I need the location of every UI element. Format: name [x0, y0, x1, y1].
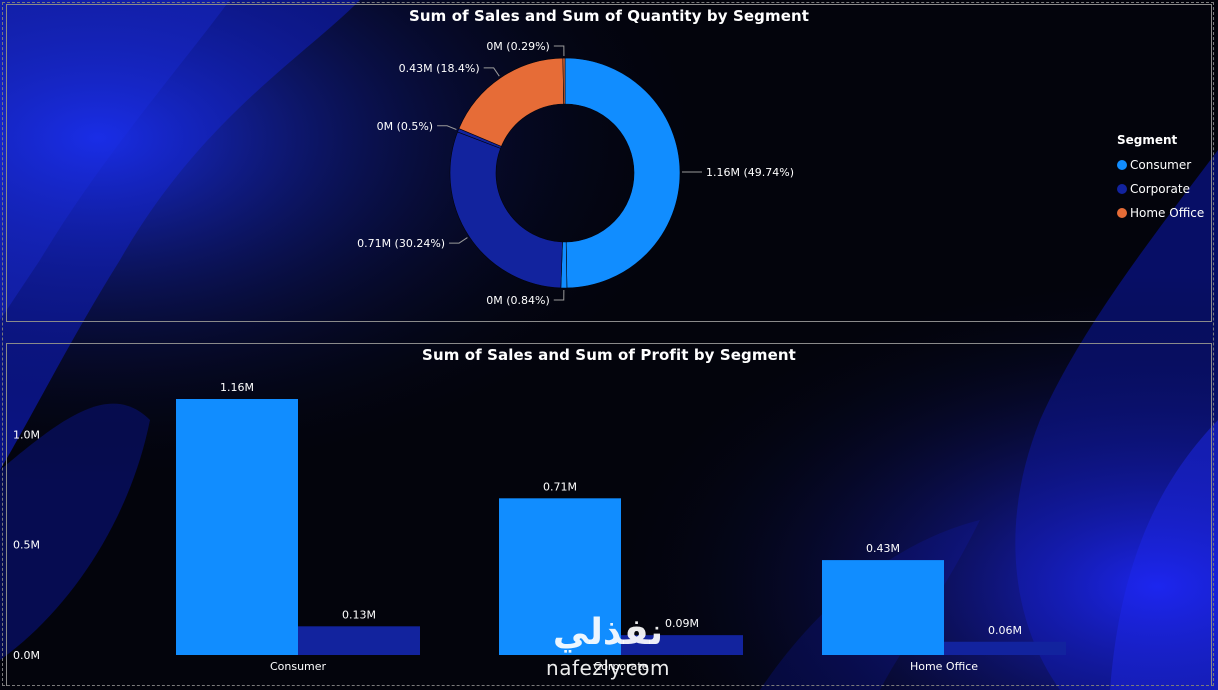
donut-slice-consumer-sales[interactable] — [564, 57, 681, 289]
donut-leader-line — [553, 289, 565, 301]
x-category-label-home-office: Home Office — [910, 660, 978, 673]
bar-consumer-sum-of-profit[interactable] — [298, 626, 420, 655]
bar-data-label: 0.13M — [342, 608, 376, 621]
bar-home-office-sum-of-sales[interactable] — [822, 560, 944, 655]
bar-data-label: 0.43M — [866, 542, 900, 555]
bar-chart-visual[interactable]: Sum of Sales and Sum of Profit by Segmen… — [6, 343, 1212, 686]
bar-consumer-sum-of-sales[interactable] — [176, 399, 298, 655]
donut-chart-title: Sum of Sales and Sum of Quantity by Segm… — [408, 7, 810, 25]
donut-slice-corporate-sales[interactable] — [449, 131, 563, 289]
donut-leader-line — [449, 237, 468, 244]
y-tick-label: 0.5M — [13, 539, 40, 552]
legend-item-consumer[interactable]: Consumer — [1117, 153, 1204, 177]
x-category-label-consumer: Consumer — [270, 660, 327, 673]
donut-leader-line — [483, 67, 500, 77]
donut-leader-line — [437, 125, 457, 130]
segment-legend: Segment Consumer Corporate Home Office — [1117, 133, 1204, 225]
watermark-arabic: نفذلي — [552, 612, 664, 653]
donut-slice-home-office-quantity[interactable] — [562, 57, 566, 105]
bar-data-label: 0.09M — [665, 617, 699, 630]
donut-data-label: 0.43M (18.4%) — [399, 62, 480, 75]
donut-chart[interactable]: 1.16M (49.74%) 0M (0.84%) 0.71M (30.24%) 0M… — [7, 5, 1213, 323]
legend-dot-home-office — [1117, 208, 1127, 218]
bar-corporate-sum-of-profit[interactable] — [621, 635, 743, 655]
bar-data-label: 1.16M — [220, 381, 254, 394]
legend-dot-consumer — [1117, 160, 1127, 170]
legend-title: Segment — [1117, 133, 1178, 147]
legend-label: Consumer — [1130, 158, 1192, 172]
watermark-latin: nafezly.com — [546, 656, 670, 680]
donut-data-label: 0M (0.5%) — [377, 120, 434, 133]
x-category-label-corporate: Corporate — [594, 660, 649, 673]
nafezly-watermark: نفذلي nafezly.com — [528, 610, 688, 690]
donut-data-label: 1.16M (49.74%) — [706, 166, 794, 179]
legend-dot-corporate — [1117, 184, 1127, 194]
bar-chart-title: Sum of Sales and Sum of Profit by Segmen… — [422, 346, 796, 364]
bar-home-office-sum-of-profit[interactable] — [944, 641, 1066, 655]
donut-data-label: 0M (0.29%) — [486, 40, 550, 53]
bar-corporate-sum-of-sales[interactable] — [499, 498, 621, 655]
legend-item-home-office[interactable]: Home Office — [1117, 201, 1204, 225]
donut-data-label: 0M (0.84%) — [486, 294, 550, 307]
bar-data-label: 0.06M — [988, 624, 1022, 637]
y-tick-label: 1.0M — [13, 428, 40, 441]
legend-label: Corporate — [1130, 182, 1190, 196]
donut-data-label: 0.71M (30.24%) — [357, 237, 445, 250]
legend-item-corporate[interactable]: Corporate — [1117, 177, 1204, 201]
y-tick-label: 0.0M — [13, 649, 40, 662]
legend-label: Home Office — [1130, 206, 1205, 220]
bar-data-label: 0.71M — [543, 480, 577, 493]
donut-chart-visual[interactable]: Sum of Sales and Sum of Quantity by Segm… — [6, 4, 1212, 322]
donut-leader-line — [553, 45, 565, 57]
bar-chart[interactable]: 0.0M 0.5M 1.0M 1.16M 0.13M Consumer 0.71M 0.09M… — [7, 344, 1213, 687]
